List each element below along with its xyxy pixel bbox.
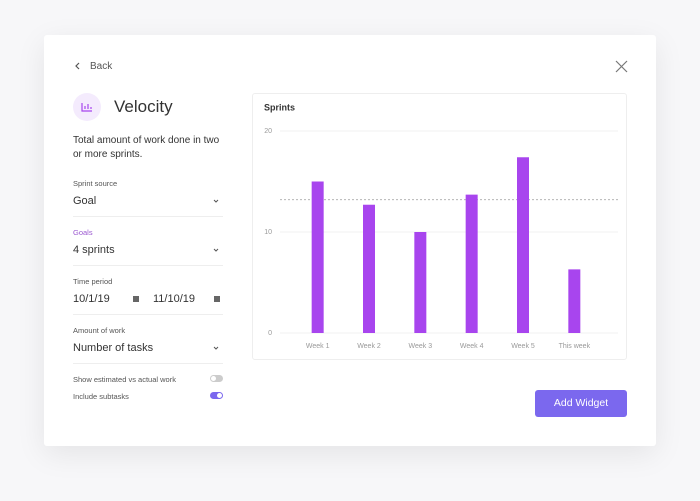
toggle[interactable]: [210, 375, 223, 382]
end-date[interactable]: 11/10/19: [153, 293, 196, 305]
toggle[interactable]: [210, 392, 223, 399]
separator: [73, 216, 223, 217]
field-label: Sprint source: [73, 179, 118, 188]
x-tick-label: Week 3: [409, 343, 433, 350]
calendar-icon[interactable]: [214, 296, 220, 302]
calendar-icon[interactable]: [133, 296, 139, 302]
toggle-knob: [211, 376, 216, 381]
add-widget-button[interactable]: Add Widget: [535, 390, 627, 417]
field-value[interactable]: 4 sprints: [73, 244, 115, 256]
y-tick-label: 0: [268, 330, 272, 337]
y-tick-label: 20: [264, 128, 272, 135]
close-icon[interactable]: [615, 60, 628, 73]
chart-panel: [252, 93, 627, 360]
toggle-label: Show estimated vs actual work: [73, 375, 176, 384]
bar: [311, 181, 324, 333]
field-label: Amount of work: [73, 326, 126, 335]
back-link[interactable]: Back: [90, 61, 113, 72]
separator: [73, 265, 223, 266]
x-tick-label: Week 4: [460, 343, 484, 350]
field-label: Goals: [73, 228, 93, 237]
separator: [73, 314, 223, 315]
field-value[interactable]: Number of tasks: [73, 342, 154, 354]
toggle-knob: [217, 393, 222, 398]
chart: Sprints 0 10 20 Week 1 Week 2 Week 3 Week 4 Wee…: [264, 102, 618, 350]
bar: [363, 204, 375, 333]
velocity-icon-bg: [73, 93, 101, 121]
bar: [414, 232, 427, 333]
widget-card: [44, 35, 656, 446]
separator: [73, 363, 223, 364]
bar: [517, 157, 529, 333]
velocity-icon: [81, 103, 92, 112]
bar: [568, 269, 581, 333]
bar: [465, 194, 478, 333]
field-value[interactable]: Goal: [73, 195, 97, 207]
toggle-label: Include subtasks: [73, 392, 129, 401]
y-tick-label: 10: [264, 229, 272, 236]
widget-title: Velocity: [114, 97, 173, 116]
start-date[interactable]: 10/1/19: [73, 293, 110, 305]
field-label: Time period: [73, 277, 113, 286]
x-tick-label: Week 5: [511, 343, 535, 350]
widget-description: Total amount of work done in two or more…: [73, 135, 220, 160]
x-tick-label: Week 1: [306, 343, 330, 350]
x-tick-label: Week 2: [357, 343, 381, 350]
dropdown-icons: [213, 199, 219, 350]
x-tick-label: This week: [559, 343, 591, 350]
back-icon[interactable]: [75, 62, 80, 70]
chart-title: Sprints: [264, 102, 295, 112]
